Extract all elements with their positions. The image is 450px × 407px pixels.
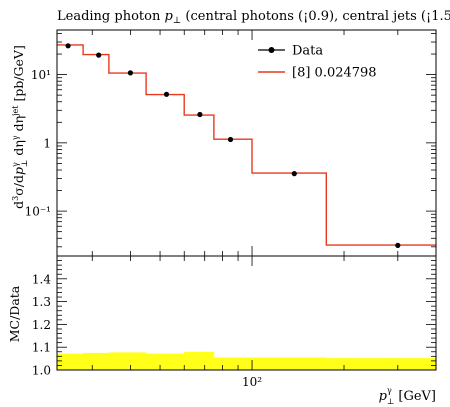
data-point	[227, 136, 234, 143]
ratio-y-axis-label: MC/Data	[7, 285, 22, 342]
ratio-band-bin	[252, 357, 327, 370]
ratio-plot-frame	[56, 255, 437, 371]
data-point	[395, 242, 401, 248]
ratio-y-tick-label: 1.1	[32, 341, 51, 355]
main-ticks	[57, 30, 437, 256]
legend: Data [8] 0.024798	[258, 44, 377, 81]
chart-title: Leading photon p⊥ (central photons (¡0.9…	[57, 9, 450, 26]
data-point	[96, 52, 102, 58]
mc-step-line	[57, 44, 436, 246]
ratio-band-bin	[108, 352, 147, 370]
data-point	[197, 111, 203, 118]
main-plot-frame	[56, 29, 437, 257]
ratio-tick-labels: 1.0 1.1 1.2 1.3 1.4	[32, 272, 51, 377]
data-points	[65, 43, 401, 248]
y-tick-label: 1	[43, 136, 51, 150]
main-tick-labels: 10¹ 1 10⁻¹	[25, 68, 51, 219]
ratio-band	[57, 351, 437, 370]
data-point	[291, 171, 297, 177]
legend-entry-mc: [8] 0.024798	[258, 66, 377, 81]
ratio-y-tick-label: 1.3	[32, 295, 51, 309]
y-axis-label: d3σ/dpγ⊥ dηγ dηjet [pb/GeV]	[11, 45, 29, 209]
legend-mc-label: [8] 0.024798	[292, 66, 377, 81]
x-tick-label: 10²	[242, 375, 262, 389]
data-point	[163, 91, 170, 97]
y-tick-label: 10¹	[31, 68, 51, 82]
legend-data-label: Data	[292, 44, 323, 59]
ratio-band-bin	[213, 357, 253, 370]
main-panel: 10¹ 1 10⁻¹ Data [8] 0.024798	[25, 29, 437, 257]
ratio-y-tick-label: 1.2	[32, 318, 51, 332]
legend-data-marker	[268, 47, 275, 53]
ratio-band-bin	[83, 352, 110, 370]
ratio-band-bin	[146, 353, 185, 370]
legend-entry-data: Data	[258, 44, 323, 59]
x-axis-label: pγ ⊥ [GeV]	[379, 386, 436, 406]
ratio-band-bin	[184, 351, 215, 370]
y-tick-label: 10⁻¹	[25, 205, 51, 219]
data-point	[65, 43, 71, 49]
ratio-band-bin	[57, 353, 84, 370]
x-tick-labels: 10²	[242, 375, 262, 389]
ratio-panel: 1.0 1.1 1.2 1.3 1.4	[32, 255, 437, 378]
data-point	[127, 70, 133, 76]
ratio-y-tick-label: 1.4	[32, 272, 51, 286]
ratio-band-bin	[326, 358, 437, 370]
ratio-y-tick-label: 1.0	[32, 364, 51, 378]
